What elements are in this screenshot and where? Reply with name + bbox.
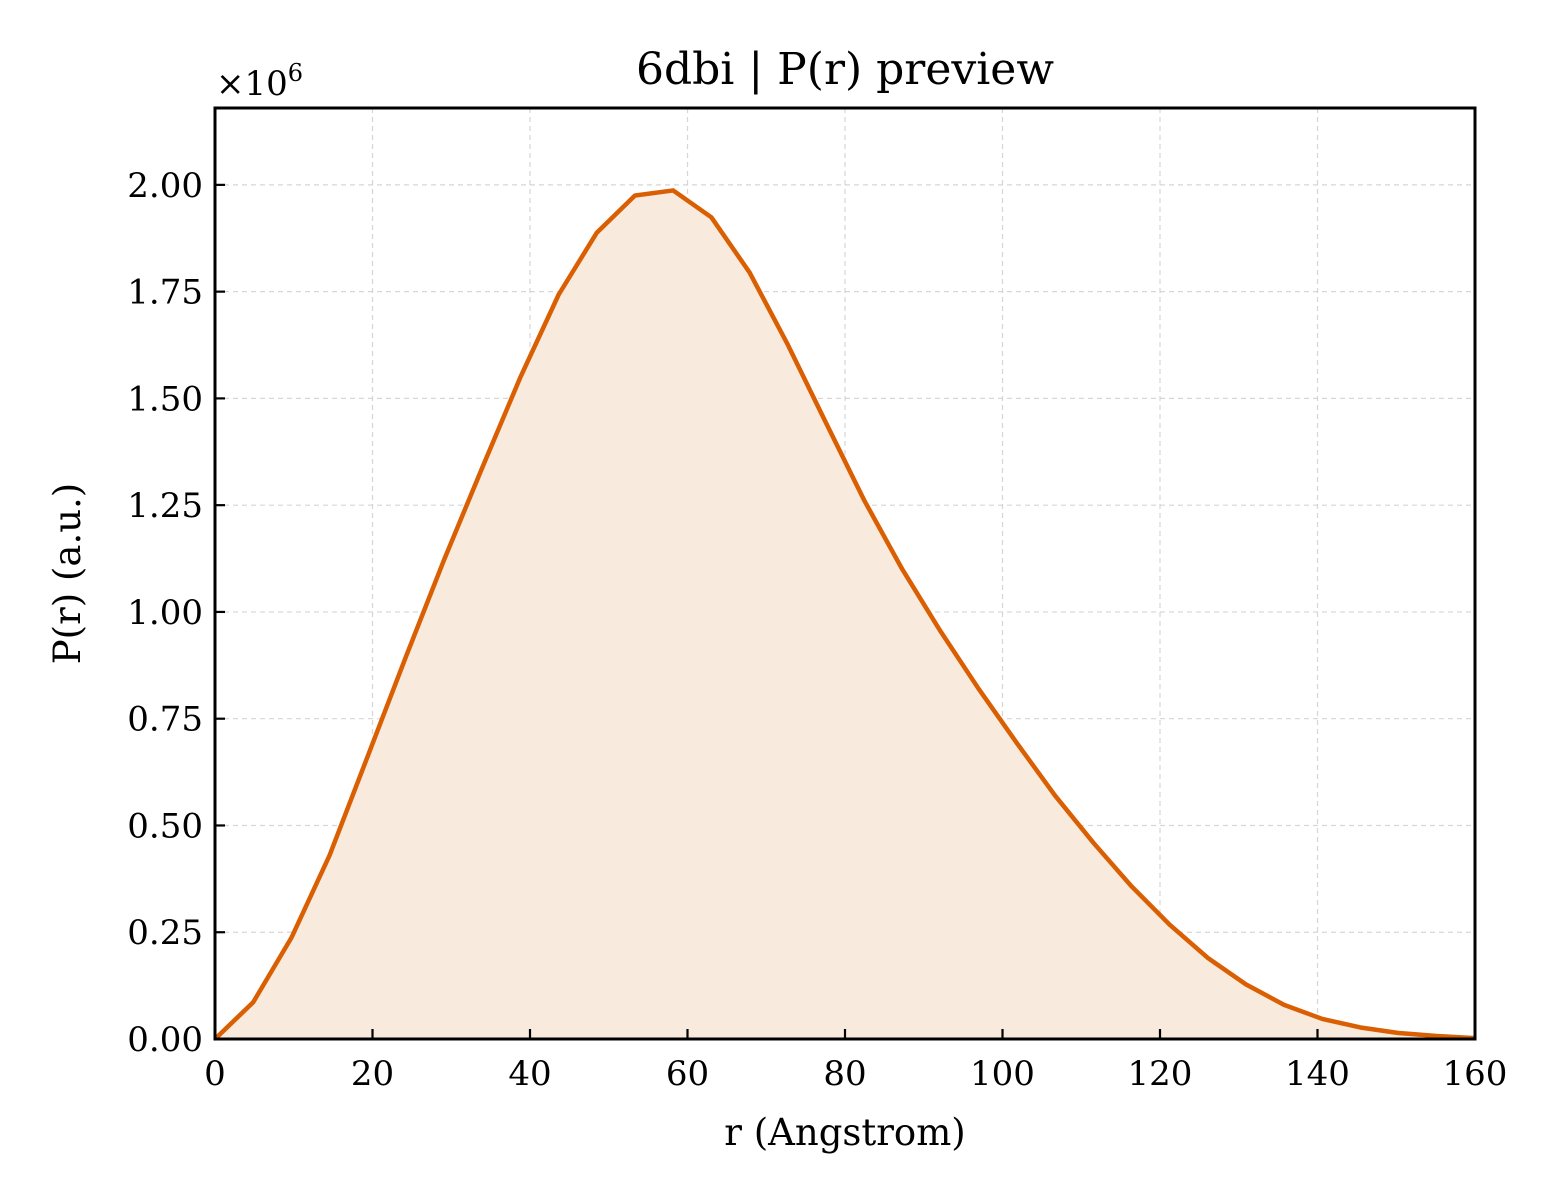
pr-data-point <box>1435 1034 1439 1038</box>
pr-data-point <box>289 936 293 940</box>
y-offset-exponent: 6 <box>288 59 303 87</box>
pr-data-point <box>900 567 904 571</box>
y-tick-label: 1.00 <box>127 593 203 633</box>
pr-data-point <box>1282 1003 1286 1007</box>
y-tick-label: 0.50 <box>127 806 203 846</box>
pr-data-point <box>709 215 713 219</box>
y-tick-label: 1.25 <box>127 486 203 526</box>
x-tick-label: 140 <box>1285 1054 1350 1094</box>
pr-data-point <box>1129 884 1133 888</box>
pr-data-point <box>862 498 866 502</box>
y-tick-label: 0.25 <box>127 913 203 953</box>
pr-data-point <box>977 687 981 691</box>
pr-data-point <box>1244 982 1248 986</box>
x-tick-label: 60 <box>666 1054 709 1094</box>
y-tick-label: 2.00 <box>127 166 203 206</box>
pr-data-point <box>1053 793 1057 798</box>
x-tick-label: 40 <box>508 1054 551 1094</box>
y-tick-label: 0.00 <box>127 1020 203 1060</box>
pr-data-point <box>480 465 484 470</box>
pr-data-point <box>1320 1017 1324 1021</box>
y-tick-label: 1.75 <box>127 273 203 313</box>
x-tick-label: 0 <box>204 1054 226 1094</box>
pr-data-point <box>633 193 637 198</box>
x-tick-label: 80 <box>823 1054 866 1094</box>
y-tick-label: 1.50 <box>127 379 203 419</box>
x-tick-label: 20 <box>351 1054 394 1094</box>
pr-data-point <box>671 188 675 193</box>
pr-data-point <box>1091 840 1095 845</box>
chart-title: 6dbi | P(r) preview <box>636 44 1054 95</box>
x-tick-label: 160 <box>1443 1054 1508 1094</box>
pr-data-point <box>251 1000 255 1004</box>
x-axis-label: r (Angstrom) <box>724 1111 965 1154</box>
plot-frame <box>213 106 1477 1041</box>
pr-data-point <box>786 342 790 347</box>
pr-data-point <box>557 293 561 297</box>
pr-data-point <box>1167 922 1172 927</box>
pr-data-point <box>366 754 370 758</box>
pr-data-point <box>1358 1025 1363 1030</box>
pr-data-point <box>442 558 446 562</box>
pr-data-point <box>1015 741 1019 745</box>
y-axis-label: P(r) (a.u.) <box>46 483 89 665</box>
pr-data-point <box>327 853 332 857</box>
pr-data-point <box>824 421 828 425</box>
pr-data-point <box>1206 956 1210 960</box>
y-offset-base: ×10 <box>216 64 288 104</box>
pr-data-point <box>518 375 523 379</box>
pr-data-point <box>595 231 599 235</box>
pr-data-point <box>404 655 408 659</box>
pr-data-point <box>938 629 943 633</box>
pr-series-line <box>213 188 1476 1041</box>
pr-data-point <box>1397 1031 1401 1035</box>
x-tick-label: 120 <box>1128 1054 1193 1094</box>
axis-ticks: 0 20 40 60 80 100 120 140 160 0.00 0.25 0.50 0.75 1.0… <box>127 166 1507 1094</box>
pr-data-point <box>747 270 752 275</box>
y-tick-label: 0.75 <box>127 700 203 740</box>
x-tick-label: 100 <box>970 1054 1035 1094</box>
y-axis-offset-text: ×106 <box>216 59 303 104</box>
pr-area-fill <box>215 190 1475 1040</box>
